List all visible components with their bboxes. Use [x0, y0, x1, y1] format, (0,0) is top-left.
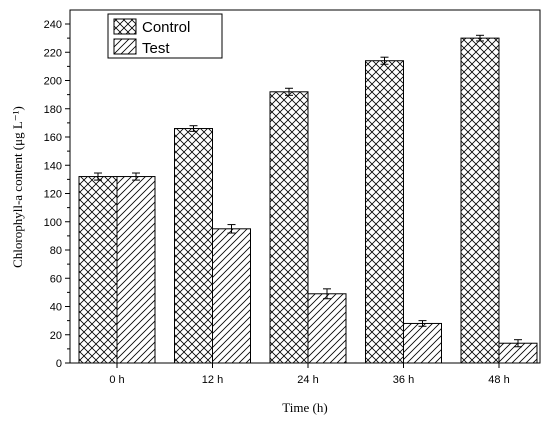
- bar-control: [174, 128, 213, 364]
- y-tick-label: 80: [50, 245, 62, 257]
- bar-test: [212, 228, 251, 364]
- legend-label-test: Test: [142, 40, 170, 57]
- y-tick-label: 140: [44, 160, 62, 172]
- y-tick-label: 60: [50, 273, 62, 285]
- x-axis-title: Time (h): [282, 400, 327, 415]
- y-tick-label: 100: [44, 217, 62, 229]
- y-tick-label: 40: [50, 302, 62, 314]
- y-tick-label: 220: [44, 47, 62, 59]
- legend-swatch-test: [113, 38, 137, 55]
- bar-test: [116, 176, 156, 364]
- x-tick-label: 36 h: [393, 374, 414, 386]
- legend: Control Test: [107, 13, 223, 59]
- bar-test: [307, 293, 347, 364]
- y-axis: 0 20 40 60 80 100 120 140 160 180 200 220 240: [44, 19, 70, 370]
- legend-label-control: Control: [142, 19, 190, 36]
- x-tick-label: 24 h: [297, 374, 318, 386]
- legend-swatch-control: [113, 18, 137, 35]
- y-tick-label: 120: [44, 189, 62, 201]
- y-tick-label: 20: [50, 330, 62, 342]
- x-tick-label: 12 h: [202, 374, 223, 386]
- bars: [78, 34, 538, 364]
- y-tick-label: 160: [44, 132, 62, 144]
- y-tick-label: 240: [44, 19, 62, 31]
- y-tick-label: 180: [44, 104, 62, 116]
- y-axis-title: Chlorophyll-a content (μg L⁻¹): [10, 106, 25, 268]
- bar-control: [269, 91, 309, 364]
- x-tick-label: 0 h: [109, 374, 124, 386]
- x-tick-label: 48 h: [488, 374, 509, 386]
- y-tick-label: 200: [44, 76, 62, 88]
- y-tick-label: 0: [56, 358, 62, 370]
- bar-control: [460, 37, 500, 364]
- bar-control: [78, 176, 118, 364]
- bar-control: [365, 60, 404, 364]
- bar-test: [403, 322, 442, 364]
- x-axis: 0 h 12 h 24 h 36 h 48 h: [109, 363, 510, 386]
